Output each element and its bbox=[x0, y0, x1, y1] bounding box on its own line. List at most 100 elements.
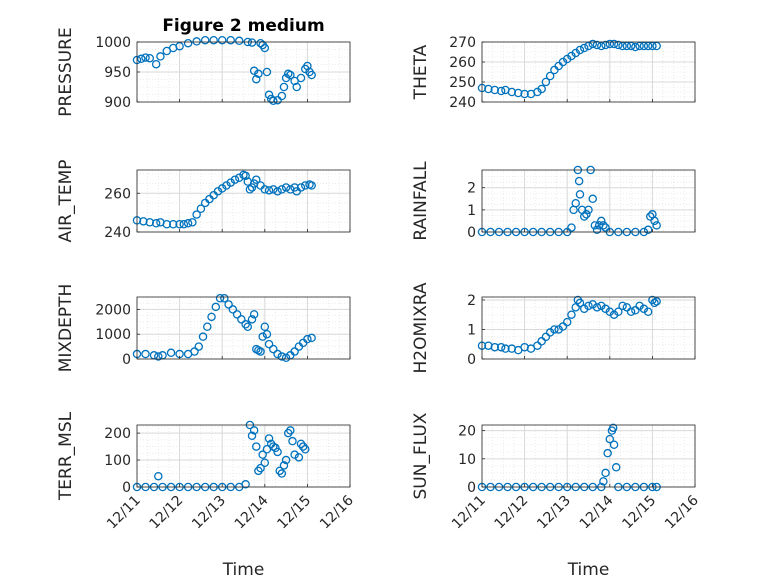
mixdepth-data-point bbox=[215, 293, 225, 303]
rainfall-data-point bbox=[571, 198, 580, 208]
mixdepth-ytick-label: 1000 bbox=[95, 327, 131, 343]
h2omixra-data-point bbox=[533, 341, 542, 350]
pressure-data-point bbox=[256, 38, 265, 48]
mixdepth-data-point bbox=[141, 349, 150, 359]
pressure-data-point bbox=[247, 38, 257, 47]
theta-data-point bbox=[622, 41, 632, 51]
terr_msl-data-point bbox=[277, 469, 287, 478]
air_temp-data-point bbox=[196, 204, 206, 213]
theta-ytick-label: 250 bbox=[449, 75, 476, 91]
air_temp-data-point bbox=[252, 175, 261, 184]
rainfall-plot: 0 1 2 RAINFALL bbox=[411, 161, 696, 241]
theta-ytick-label: 270 bbox=[449, 35, 476, 51]
pressure-data-point bbox=[254, 69, 263, 79]
theta-data-point bbox=[588, 39, 598, 49]
theta-data-point bbox=[614, 40, 623, 50]
pressure-ylabel: PRESSURE bbox=[56, 27, 76, 116]
pressure-data-point bbox=[200, 35, 210, 45]
theta-data-point bbox=[609, 39, 619, 49]
pressure-ytick-label: 1000 bbox=[95, 35, 131, 51]
sun_flux-xtick-label: 12/11 bbox=[449, 493, 489, 533]
mixdepth-ylabel: MIXDEPTH bbox=[56, 284, 76, 373]
mixdepth-data-point bbox=[307, 333, 316, 343]
theta-data-point bbox=[579, 43, 589, 53]
theta-data-point bbox=[520, 89, 529, 99]
mixdepth-data-point bbox=[190, 347, 199, 356]
mixdepth-data-point bbox=[207, 312, 216, 322]
mixdepth-data-point bbox=[290, 347, 299, 356]
mixdepth-data-point bbox=[211, 302, 221, 312]
pressure-data-point bbox=[262, 67, 272, 77]
sun_flux-data-point bbox=[599, 477, 608, 486]
theta-ylabel: THETA bbox=[411, 44, 431, 100]
air_temp-data-point bbox=[192, 210, 201, 219]
rainfall-data-point bbox=[643, 225, 653, 235]
rainfall-ytick-label: 2 bbox=[467, 181, 476, 197]
mixdepth-data-point bbox=[154, 352, 163, 361]
pressure-data-point bbox=[192, 37, 201, 46]
terr_msl-data-point bbox=[154, 471, 163, 481]
air_temp-data-point bbox=[260, 185, 270, 194]
rainfall-ytick-label: 1 bbox=[467, 203, 476, 219]
sun_flux-data-point bbox=[603, 448, 612, 458]
theta-data-point bbox=[545, 71, 555, 81]
terr_msl-data-point bbox=[294, 453, 304, 462]
theta-ytick-label: 260 bbox=[449, 55, 476, 71]
sun_flux-ylabel: SUN_FLUX bbox=[411, 412, 431, 499]
mixdepth-data-point bbox=[243, 322, 253, 332]
rainfall-data-point bbox=[601, 223, 610, 232]
pressure-data-point bbox=[279, 82, 289, 92]
air_temp-data-point bbox=[139, 217, 148, 226]
pressure-data-point bbox=[226, 35, 235, 45]
terr_msl-xlabel: Time bbox=[222, 560, 265, 580]
terr_msl-data-point bbox=[271, 443, 280, 453]
h2omixra-data-point bbox=[558, 322, 568, 331]
h2omixra-data-point bbox=[575, 298, 585, 308]
air_temp-data-point bbox=[307, 181, 316, 190]
pressure-data-point bbox=[264, 90, 274, 100]
mixdepth-data-point bbox=[203, 322, 212, 332]
pressure-data-point bbox=[260, 43, 270, 53]
h2omixra-data-point bbox=[490, 342, 500, 352]
mixdepth-ytick-label: 0 bbox=[122, 352, 131, 368]
h2omixra-data-point bbox=[571, 303, 580, 312]
theta-data-point bbox=[584, 41, 593, 51]
pressure-data-point bbox=[307, 70, 316, 80]
sun_flux-xtick-label: 12/16 bbox=[662, 492, 702, 532]
mixdepth-data-point bbox=[228, 305, 238, 314]
air_temp-ytick-label: 260 bbox=[104, 186, 131, 202]
mixdepth-data-point bbox=[194, 342, 204, 351]
theta-data-point bbox=[639, 41, 649, 51]
mixdepth-data-point bbox=[247, 315, 257, 324]
theta-data-point bbox=[496, 86, 506, 96]
air_temp-data-point bbox=[301, 181, 310, 190]
theta-data-point bbox=[648, 41, 657, 51]
rainfall-data-point bbox=[652, 221, 661, 230]
air_temp-data-point bbox=[145, 218, 155, 227]
h2omixra-data-point bbox=[496, 342, 506, 352]
mixdepth-data-point bbox=[256, 347, 265, 356]
terr_msl-data-point bbox=[254, 466, 263, 476]
sun_flux-xtick-label: 12/12 bbox=[492, 493, 532, 533]
theta-plot: 240 250 260 270 THETA bbox=[411, 35, 696, 111]
h2omixra-data-point bbox=[614, 307, 623, 317]
theta-data-point bbox=[537, 84, 546, 94]
pressure-title: Figure 2 medium bbox=[162, 16, 324, 36]
air_temp-data-point bbox=[296, 183, 306, 192]
air_temp-axes-frame bbox=[136, 169, 351, 233]
terr_msl-xtick-label: 12/16 bbox=[317, 492, 357, 532]
h2omixra-data-point bbox=[622, 303, 632, 312]
mixdepth-data-point bbox=[166, 348, 176, 358]
sun_flux-data-point bbox=[611, 463, 621, 472]
terr_msl-data-point bbox=[286, 426, 295, 435]
pressure-data-point bbox=[266, 94, 276, 104]
theta-data-point bbox=[490, 85, 500, 95]
pressure-data-point bbox=[156, 52, 165, 61]
pressure-data-point bbox=[286, 70, 295, 80]
terr_msl-data-point bbox=[275, 466, 284, 476]
theta-data-point bbox=[507, 87, 517, 97]
h2omixra-axes-frame bbox=[481, 296, 696, 360]
sun_flux-plot: 0 10 20 12/11 12/12 12/13 12/14 12/15 12/16 SUN_F… bbox=[411, 412, 702, 580]
theta-data-point bbox=[605, 39, 615, 49]
air_temp-data-point bbox=[241, 171, 250, 181]
